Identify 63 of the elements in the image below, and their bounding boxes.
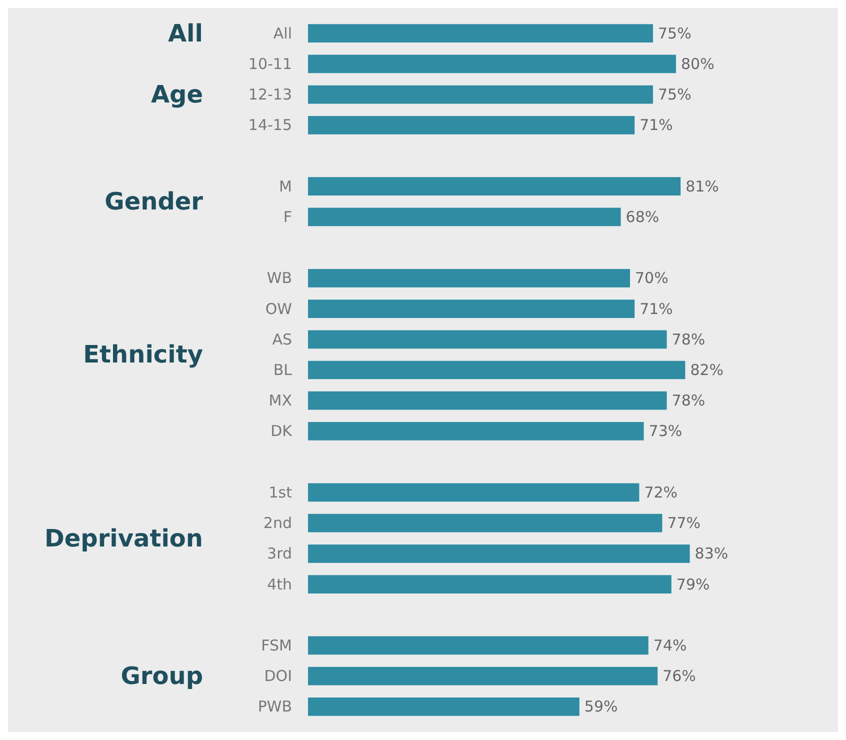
bar bbox=[308, 360, 686, 380]
bar bbox=[308, 85, 653, 104]
y-tick-label: 14-15 bbox=[248, 116, 292, 134]
bar bbox=[308, 300, 635, 318]
bar bbox=[308, 575, 672, 594]
bar bbox=[308, 636, 648, 655]
y-tick-label: 4th bbox=[267, 575, 292, 594]
y-tick-label: 1st bbox=[268, 483, 292, 502]
data-label: 79% bbox=[676, 575, 710, 594]
data-label: 59% bbox=[584, 698, 618, 716]
data-label: 83% bbox=[694, 544, 728, 563]
data-label: 82% bbox=[690, 361, 724, 379]
y-tick-label: MX bbox=[268, 392, 292, 410]
data-label: 77% bbox=[667, 514, 701, 532]
y-tick-label: FSM bbox=[261, 636, 292, 654]
y-tick-label: WB bbox=[266, 269, 292, 288]
y-tick-label: 10-11 bbox=[248, 54, 292, 73]
data-label: 75% bbox=[658, 24, 692, 42]
bar bbox=[308, 54, 676, 74]
data-label: 68% bbox=[626, 208, 660, 226]
bar bbox=[308, 544, 690, 563]
y-tick-label: DOI bbox=[264, 667, 292, 686]
bar bbox=[308, 422, 644, 440]
data-label: 80% bbox=[681, 54, 714, 73]
bar bbox=[308, 666, 658, 686]
y-tick-label: PWB bbox=[258, 698, 292, 716]
data-label: 71% bbox=[640, 116, 673, 134]
y-tick-label: All bbox=[273, 24, 292, 42]
text: Age bbox=[150, 80, 203, 109]
y-tick-label: 2nd bbox=[263, 514, 292, 532]
text: Gender bbox=[104, 188, 204, 216]
data-label: 78% bbox=[672, 392, 706, 410]
y-tick-label: 3rd bbox=[267, 544, 292, 563]
y-tick-label: DK bbox=[270, 422, 294, 440]
bar bbox=[308, 514, 662, 532]
bar bbox=[308, 268, 630, 288]
data-label: 81% bbox=[686, 177, 719, 196]
data-label: 76% bbox=[662, 667, 696, 686]
data-label: 73% bbox=[648, 422, 682, 440]
data-label: 74% bbox=[653, 636, 687, 654]
y-tick-label: OW bbox=[265, 300, 292, 318]
y-tick-label: AS bbox=[272, 330, 292, 348]
text: Ethnicity bbox=[83, 340, 204, 369]
y-tick-label: BL bbox=[273, 361, 293, 379]
data-label: 72% bbox=[644, 483, 678, 502]
y-tick-label: F bbox=[283, 208, 292, 226]
y-tick-label: M bbox=[279, 177, 292, 196]
y-tick-label: 12-13 bbox=[248, 86, 292, 104]
bar bbox=[308, 330, 667, 349]
bar bbox=[308, 698, 580, 716]
bar bbox=[308, 208, 621, 226]
data-label: 71% bbox=[640, 300, 673, 318]
bar bbox=[308, 391, 667, 410]
data-label: 70% bbox=[635, 269, 668, 288]
data-label: 78% bbox=[672, 330, 706, 348]
bar bbox=[308, 24, 653, 42]
data-label: 75% bbox=[658, 86, 692, 104]
bar bbox=[308, 483, 640, 502]
bar bbox=[308, 177, 681, 196]
text: All bbox=[168, 19, 203, 48]
text: Deprivation bbox=[44, 524, 203, 552]
bar bbox=[308, 116, 635, 134]
text: Group bbox=[120, 662, 203, 690]
